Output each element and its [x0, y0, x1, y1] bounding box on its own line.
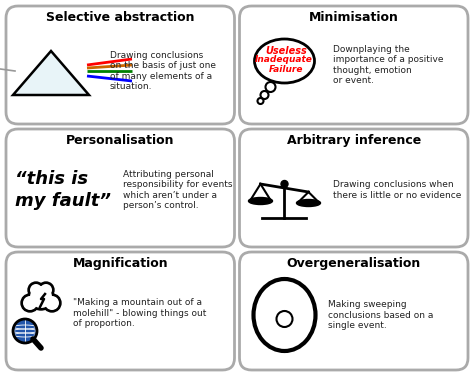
- Text: “this is
my fault”: “this is my fault”: [15, 170, 111, 210]
- FancyBboxPatch shape: [239, 129, 468, 247]
- Text: Overgeneralisation: Overgeneralisation: [287, 257, 421, 270]
- Circle shape: [281, 180, 288, 188]
- Circle shape: [28, 284, 54, 310]
- FancyBboxPatch shape: [6, 129, 235, 247]
- Circle shape: [30, 284, 42, 296]
- Circle shape: [28, 282, 44, 298]
- Circle shape: [40, 284, 52, 296]
- Text: Personalisation: Personalisation: [66, 134, 174, 147]
- FancyBboxPatch shape: [239, 252, 468, 370]
- Text: Drawing conclusions
on the basis of just one
of many elements of a
situation.: Drawing conclusions on the basis of just…: [110, 51, 216, 91]
- Text: Drawing conclusions when
there is little or no evidence: Drawing conclusions when there is little…: [334, 180, 462, 200]
- Text: Arbitrary inference: Arbitrary inference: [287, 134, 421, 147]
- Text: Downplaying the
importance of a positive
thought, emotion
or event.: Downplaying the importance of a positive…: [334, 45, 444, 85]
- Text: Failure: Failure: [269, 65, 304, 73]
- FancyBboxPatch shape: [239, 6, 468, 124]
- Circle shape: [45, 296, 59, 310]
- Ellipse shape: [248, 197, 273, 205]
- Ellipse shape: [297, 200, 320, 206]
- Circle shape: [23, 296, 37, 310]
- Circle shape: [43, 294, 61, 312]
- Text: Magnification: Magnification: [73, 257, 168, 270]
- Circle shape: [13, 319, 37, 343]
- Text: Minimisation: Minimisation: [309, 11, 399, 24]
- FancyBboxPatch shape: [6, 6, 235, 124]
- Text: Attributing personal
responsibility for events
which aren’t under a
person’s con: Attributing personal responsibility for …: [123, 170, 233, 210]
- Circle shape: [38, 282, 54, 298]
- Circle shape: [30, 286, 52, 308]
- Text: Inadequate: Inadequate: [255, 56, 312, 65]
- Circle shape: [21, 294, 39, 312]
- FancyBboxPatch shape: [6, 252, 235, 370]
- Text: Selective abstraction: Selective abstraction: [46, 11, 194, 24]
- Polygon shape: [13, 51, 89, 95]
- Text: "Making a mountain out of a
molehill" - blowing things out
of proportion.: "Making a mountain out of a molehill" - …: [73, 298, 206, 328]
- Text: Useless: Useless: [265, 46, 307, 56]
- Text: Making sweeping
conclusions based on a
single event.: Making sweeping conclusions based on a s…: [328, 300, 434, 330]
